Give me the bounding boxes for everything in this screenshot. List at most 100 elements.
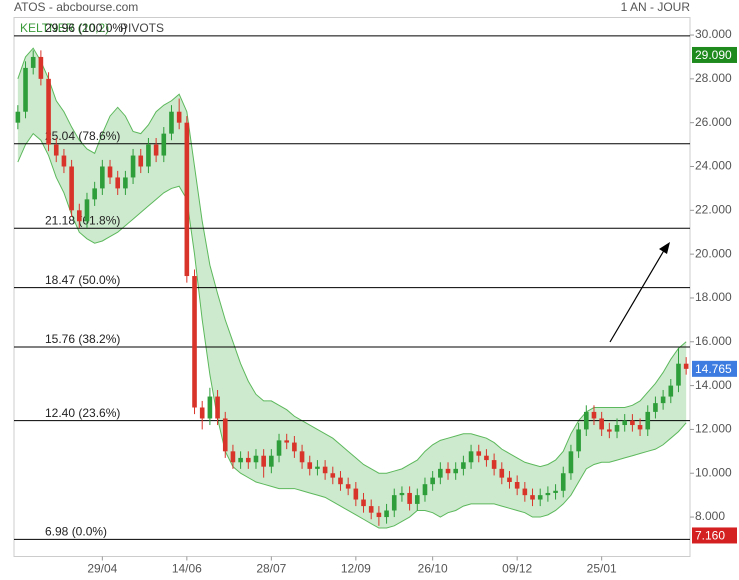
candle-body (245, 457, 251, 463)
candle-body (461, 462, 466, 469)
candle-body (484, 455, 489, 461)
candle-body (376, 512, 382, 518)
candle-body (153, 144, 159, 156)
legend-pivots: PIVOTS (120, 21, 164, 35)
candle-body (100, 166, 105, 189)
candle-body (222, 418, 228, 452)
band-lower (17, 132, 687, 529)
candle-body (599, 418, 604, 430)
candle-body (199, 407, 205, 419)
candle-body (653, 403, 658, 412)
candle-body (353, 488, 359, 500)
x-tick-label: 25/01 (587, 562, 617, 576)
candle-body (522, 488, 528, 496)
candle-body (537, 495, 543, 500)
fib-label: 18.47 (50.0%) (45, 273, 120, 287)
candle-body (491, 460, 497, 469)
candle-body (499, 468, 505, 478)
price-badge-label: 14.765 (695, 362, 732, 376)
candle-body (53, 144, 59, 156)
candle-body (176, 111, 182, 123)
candle-body (107, 166, 113, 178)
candle-body (414, 495, 420, 504)
x-tick-label: 29/04 (87, 562, 117, 576)
y-tick-label: 26.000 (695, 115, 732, 129)
candle-body (307, 462, 313, 469)
candle-body (38, 56, 44, 79)
candle-body (123, 177, 128, 189)
x-tick-label: 09/12 (502, 562, 532, 576)
candle-body (476, 451, 482, 456)
fib-label: 29.96 (100.0%) (45, 21, 127, 35)
candle-body (614, 425, 620, 432)
candle-body (530, 495, 535, 500)
y-tick-label: 18.000 (695, 290, 732, 304)
candle-body (215, 396, 220, 419)
candle-body (361, 499, 366, 507)
candle-body (61, 155, 67, 167)
period-label: 1 AN - JOUR (621, 0, 691, 14)
candle-body (553, 490, 558, 493)
y-tick-label: 8.000 (695, 509, 725, 523)
x-tick-label: 28/07 (256, 562, 286, 576)
candle-body (261, 455, 266, 467)
fib-label: 25.04 (78.6%) (45, 129, 120, 143)
candle-body (645, 411, 651, 430)
trend-arrow (609, 246, 667, 343)
candle-body (607, 429, 612, 432)
candle-body (422, 484, 428, 496)
candle-body (430, 477, 435, 485)
candle-body (453, 468, 459, 474)
candle-body (445, 468, 451, 474)
y-tick-label: 12.000 (695, 422, 732, 436)
candle-body (169, 111, 174, 134)
chart-title: ATOS - abcbourse.com (14, 0, 138, 14)
candle-body (330, 473, 336, 478)
x-tick-label: 14/06 (172, 562, 202, 576)
candle-body (660, 396, 666, 404)
fib-label: 21.18 (61.8%) (45, 213, 120, 227)
candle-body (668, 385, 674, 397)
candle-body (207, 396, 213, 419)
x-tick-label: 12/09 (341, 562, 371, 576)
y-tick-label: 30.000 (695, 27, 732, 41)
candle-body (276, 440, 282, 456)
candle-body (23, 67, 28, 112)
arrow-head (659, 242, 670, 254)
y-tick-label: 20.000 (695, 246, 732, 260)
y-tick-label: 24.000 (695, 159, 732, 173)
candle-body (514, 482, 520, 489)
candle-body (292, 442, 297, 452)
candle-body (391, 495, 397, 511)
candle-body (69, 166, 74, 211)
candle-body (76, 210, 82, 222)
fib-label: 6.98 (0.0%) (45, 525, 107, 539)
candle-body (568, 451, 574, 474)
candle-body (269, 455, 274, 467)
candle-body (507, 477, 512, 483)
candle-body (238, 457, 243, 463)
candle-body (407, 492, 412, 504)
candle-body (438, 468, 443, 478)
y-tick-label: 16.000 (695, 334, 732, 348)
band-upper (17, 47, 687, 474)
candle-body (92, 188, 97, 200)
plot-frame (13, 17, 691, 557)
candle-body (576, 429, 581, 452)
candle-body (130, 155, 136, 178)
candle-body (468, 451, 474, 463)
candle-body (591, 411, 597, 419)
price-badge (692, 527, 737, 544)
candle-body (338, 477, 343, 485)
price-badge (692, 360, 737, 377)
candle-body (683, 363, 689, 369)
candle-body (676, 363, 681, 386)
candle-body (622, 420, 628, 426)
candle-body (84, 199, 90, 222)
fib-label: 12.40 (23.6%) (45, 406, 120, 420)
legend-keltner: KELTNER (20,2) (20, 21, 109, 35)
candle-body (322, 466, 328, 474)
candle-body (560, 473, 566, 491)
candle-body (161, 133, 167, 156)
